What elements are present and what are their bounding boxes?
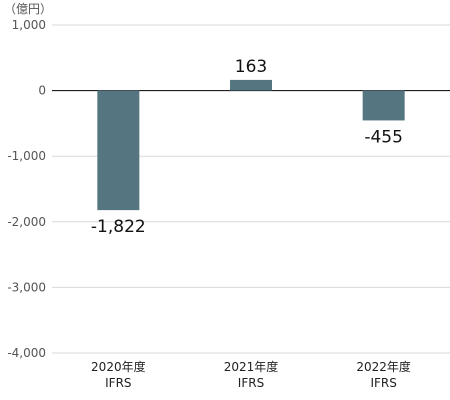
bars-layer xyxy=(97,79,405,211)
y-tick-label: -4,000 xyxy=(7,346,46,360)
bar xyxy=(97,90,140,211)
x-category-label: 2020年度 xyxy=(91,359,146,374)
x-category-label: 2021年度 xyxy=(224,359,279,374)
y-tick-label: -2,000 xyxy=(7,215,46,229)
y-tick-label: 0 xyxy=(38,84,46,98)
x-category-sublabel: IFRS xyxy=(105,376,131,390)
y-tick-label: -3,000 xyxy=(7,280,46,294)
bar xyxy=(230,79,272,91)
y-tick-label: 1,000 xyxy=(12,18,46,32)
unit-label: （億円） xyxy=(4,2,52,16)
x-category-sublabel: IFRS xyxy=(238,376,264,390)
axis-labels-layer: 1,000 0 -1,000 -2,000 -3,000 -4,000 -1,822 2020… xyxy=(7,18,411,390)
data-label: -1,822 xyxy=(91,217,146,237)
x-category-sublabel: IFRS xyxy=(370,376,396,390)
x-category-label: 2022年度 xyxy=(356,359,411,374)
data-label: -455 xyxy=(364,127,403,147)
y-tick-label: -1,000 xyxy=(7,149,46,163)
bar xyxy=(362,90,405,121)
data-label: 163 xyxy=(235,57,267,77)
